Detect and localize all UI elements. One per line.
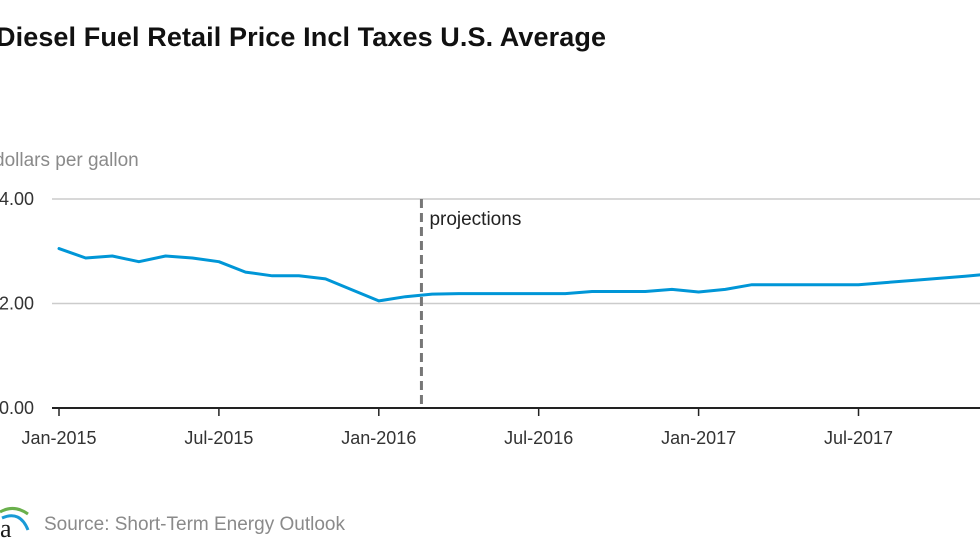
data-point bbox=[777, 283, 780, 286]
data-point bbox=[857, 283, 860, 286]
y-axis-ticks: 0.00 2.00 4.00 bbox=[0, 189, 34, 418]
data-point bbox=[324, 277, 327, 280]
x-tick-label: Jul-2016 bbox=[504, 428, 573, 448]
data-point bbox=[111, 254, 114, 257]
data-point bbox=[670, 288, 673, 291]
data-point bbox=[564, 292, 567, 295]
source-note: Source: Short-Term Energy Outlook bbox=[44, 514, 345, 535]
data-point bbox=[271, 274, 274, 277]
data-point bbox=[217, 260, 220, 263]
data-point bbox=[644, 290, 647, 293]
data-point bbox=[964, 275, 967, 278]
data-point bbox=[244, 271, 247, 274]
data-point bbox=[191, 257, 194, 260]
data-point bbox=[591, 290, 594, 293]
data-point bbox=[617, 290, 620, 293]
data-point bbox=[164, 254, 167, 257]
data-point bbox=[431, 293, 434, 296]
series-group bbox=[57, 247, 980, 303]
data-point bbox=[697, 291, 700, 294]
projection-marker: projections bbox=[419, 199, 521, 408]
y-tick-label: 4.00 bbox=[0, 189, 34, 209]
data-point bbox=[351, 288, 354, 291]
eia-logo-icon: a bbox=[0, 507, 30, 543]
projection-label: projections bbox=[429, 209, 521, 230]
data-point bbox=[724, 288, 727, 291]
chart-area: 0.00 2.00 4.00 Jan-2015 Jul-2015 Jan-2016 Jul… bbox=[0, 189, 980, 448]
x-tick-label: Jan-2016 bbox=[341, 428, 416, 448]
y-tick-label: 2.00 bbox=[0, 294, 34, 314]
data-point bbox=[937, 277, 940, 280]
data-point bbox=[457, 292, 460, 295]
data-point bbox=[297, 274, 300, 277]
data-point bbox=[750, 283, 753, 286]
x-tick-label: Jul-2017 bbox=[824, 428, 893, 448]
data-point bbox=[58, 247, 61, 250]
data-point bbox=[910, 279, 913, 282]
data-point bbox=[137, 260, 140, 263]
data-point bbox=[537, 292, 540, 295]
svg-text:a: a bbox=[0, 514, 12, 543]
footer: a Source: Short-Term Energy Outlook bbox=[0, 500, 600, 544]
x-tick-label: Jul-2015 bbox=[184, 428, 253, 448]
data-point bbox=[404, 295, 407, 298]
data-point bbox=[511, 292, 514, 295]
data-point bbox=[84, 257, 87, 260]
data-point bbox=[830, 283, 833, 286]
y-axis-label: dollars per gallon bbox=[0, 150, 139, 171]
data-point bbox=[377, 299, 380, 302]
series-line bbox=[57, 247, 980, 303]
chart-title: Diesel Fuel Retail Price Incl Taxes U.S.… bbox=[0, 22, 607, 52]
x-tick-label: Jan-2017 bbox=[661, 428, 736, 448]
x-tick-label: Jan-2015 bbox=[21, 428, 96, 448]
y-tick-label: 0.00 bbox=[0, 398, 34, 418]
data-point bbox=[484, 292, 487, 295]
x-axis: Jan-2015 Jul-2015 Jan-2016 Jul-2016 Jan-2017… bbox=[21, 407, 980, 448]
data-point bbox=[884, 281, 887, 284]
data-point bbox=[804, 283, 807, 286]
gridlines bbox=[52, 198, 980, 305]
